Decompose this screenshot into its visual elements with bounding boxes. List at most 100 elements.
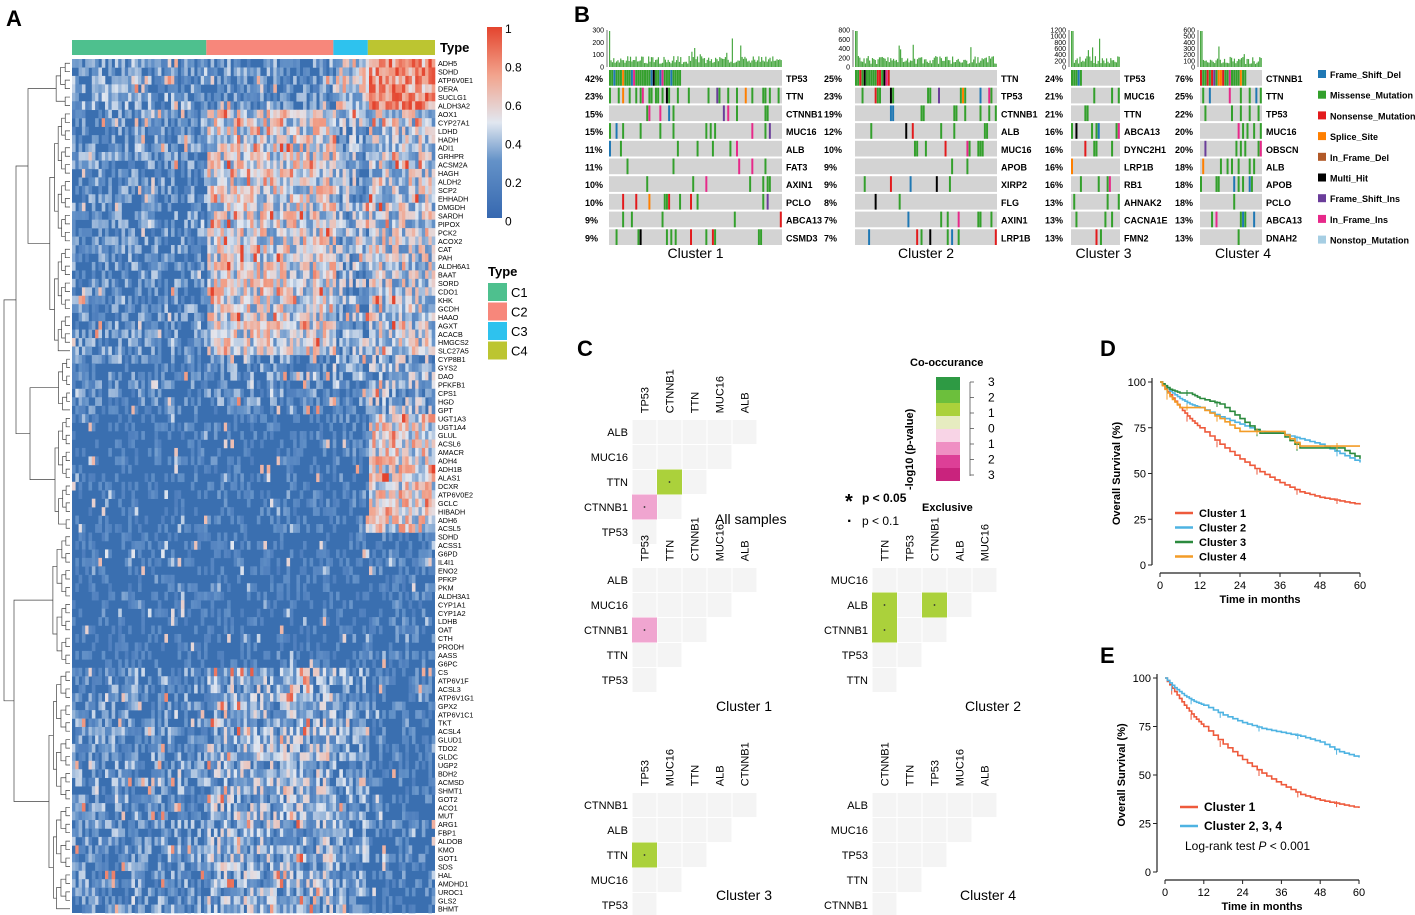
- heatmap-cell: [157, 202, 162, 212]
- heatmap-cell: [263, 109, 267, 119]
- heatmap-cell: [213, 168, 218, 178]
- heatmap-cell: [101, 168, 106, 178]
- heatmap-cell: [75, 405, 79, 415]
- heatmap-cell: [237, 287, 241, 297]
- heatmap-cell: [154, 261, 159, 271]
- heatmap-cell: [286, 490, 291, 499]
- heatmap-cell: [164, 228, 168, 237]
- heatmap-cell: [213, 338, 218, 347]
- heatmap-cell: [197, 371, 201, 381]
- heatmap-cell: [266, 388, 271, 398]
- heatmap-cell: [425, 59, 429, 68]
- heatmap-cell: [332, 338, 337, 347]
- heatmap-cell: [161, 84, 165, 94]
- heatmap-cell: [332, 287, 337, 297]
- heatmap-cell: [312, 566, 317, 576]
- heatmap-cell: [141, 312, 145, 322]
- heatmap-cell: [243, 177, 248, 187]
- heatmap-cell: [398, 354, 403, 364]
- heatmap-cell: [349, 211, 353, 220]
- heatmap-cell: [405, 633, 409, 643]
- heatmap-cell: [402, 363, 406, 373]
- heatmap-cell: [237, 67, 241, 77]
- heatmap-cell: [286, 67, 291, 77]
- heatmap-cell: [167, 414, 172, 423]
- heatmap-cell: [388, 295, 393, 305]
- heatmap-cell: [266, 228, 271, 237]
- heatmap-cell: [98, 75, 102, 85]
- heatmap-cell: [359, 363, 363, 373]
- heatmap-cell: [398, 219, 403, 229]
- heatmap-cell: [306, 329, 310, 339]
- heatmap-cell: [428, 101, 432, 111]
- heatmap-cell: [184, 152, 188, 161]
- heatmap-cell: [111, 118, 116, 127]
- heatmap-cell: [352, 346, 357, 356]
- heatmap-cell: [378, 439, 383, 449]
- heatmap-cell: [431, 109, 436, 119]
- heatmap-cell: [296, 338, 300, 347]
- heatmap-cell: [375, 287, 380, 297]
- heatmap-cell: [134, 287, 139, 297]
- heatmap-cell: [312, 278, 317, 288]
- heatmap-cell: [260, 236, 264, 246]
- heatmap-cell: [303, 515, 307, 525]
- heatmap-cell: [355, 261, 360, 271]
- heatmap-cell: [134, 346, 139, 356]
- heatmap-cell: [250, 152, 254, 161]
- heatmap-cell: [402, 278, 406, 288]
- heatmap-cell: [382, 270, 386, 280]
- heatmap-cell: [355, 338, 360, 347]
- heatmap-cell: [349, 295, 353, 305]
- heatmap-cell: [233, 160, 238, 170]
- heatmap-cell: [276, 524, 281, 533]
- heatmap-cell: [243, 633, 248, 643]
- heatmap-cell: [332, 447, 337, 457]
- heatmap-cell: [260, 101, 264, 111]
- heatmap-cell: [177, 557, 182, 567]
- heatmap-cell: [369, 380, 373, 390]
- heatmap-cell: [395, 422, 399, 432]
- heatmap-cell: [405, 118, 409, 127]
- heatmap-cell: [411, 75, 416, 85]
- heatmap-cell: [72, 219, 76, 229]
- heatmap-cell: [359, 245, 363, 254]
- heatmap-cell: [299, 549, 304, 559]
- heatmap-cell: [395, 600, 399, 609]
- heatmap-cell: [336, 194, 340, 204]
- heatmap-cell: [237, 312, 241, 322]
- heatmap-cell: [425, 363, 429, 373]
- heatmap-cell: [217, 109, 221, 119]
- heatmap-cell: [349, 566, 353, 576]
- heatmap-cell: [402, 625, 406, 635]
- heatmap-cell: [266, 202, 271, 212]
- heatmap-cell: [194, 152, 198, 161]
- heatmap-cell: [243, 346, 248, 356]
- heatmap-cell: [121, 118, 126, 127]
- heatmap-cell: [402, 75, 406, 85]
- heatmap-cell: [194, 143, 198, 153]
- heatmap-cell: [299, 625, 304, 635]
- heatmap-cell: [411, 126, 416, 136]
- heatmap-cell: [283, 633, 287, 643]
- heatmap-cell: [121, 591, 126, 601]
- heatmap-cell: [355, 464, 360, 474]
- dendrogram-branch: [65, 654, 70, 664]
- heatmap-cell: [375, 59, 380, 68]
- heatmap-cell: [95, 118, 99, 127]
- heatmap-cell: [187, 304, 192, 313]
- heatmap-cell: [402, 498, 406, 508]
- heatmap-cell: [279, 371, 284, 381]
- heatmap-cell: [194, 414, 198, 423]
- heatmap-cell: [352, 253, 357, 263]
- heatmap-cell: [402, 143, 406, 153]
- heatmap-cell: [421, 371, 426, 381]
- heatmap-cell: [171, 380, 175, 390]
- heatmap-cell: [256, 346, 261, 356]
- heatmap-cell: [246, 380, 251, 390]
- heatmap-cell: [200, 109, 205, 119]
- heatmap-cell: [332, 228, 337, 237]
- heatmap-cell: [128, 278, 132, 288]
- heatmap-cell: [220, 371, 225, 381]
- heatmap-cell: [289, 354, 294, 364]
